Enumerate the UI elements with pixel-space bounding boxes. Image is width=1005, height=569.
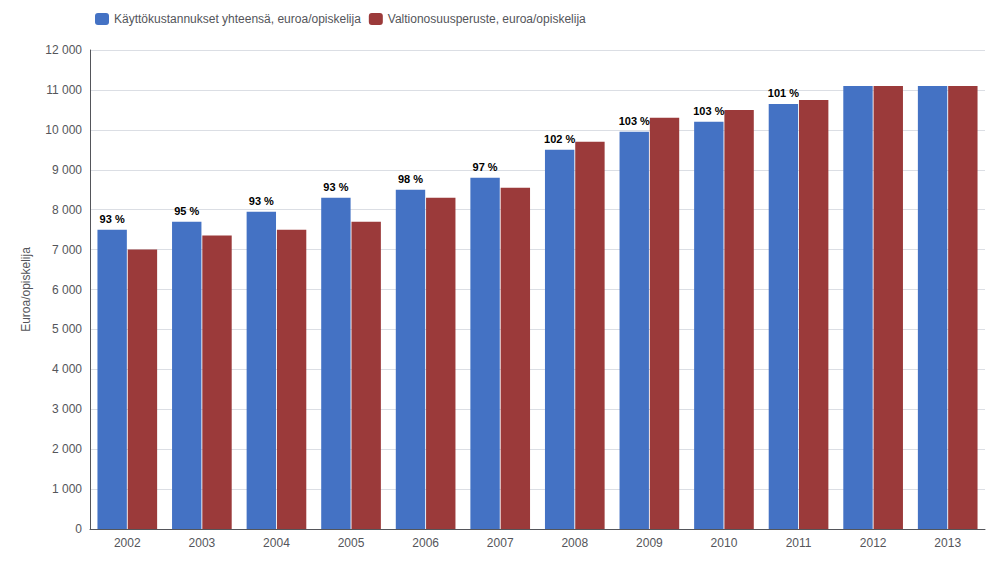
svg-text:3 000: 3 000 (52, 402, 82, 416)
svg-text:2005: 2005 (338, 536, 365, 550)
svg-text:2012: 2012 (860, 536, 887, 550)
svg-text:0: 0 (75, 522, 82, 536)
svg-text:2010: 2010 (711, 536, 738, 550)
svg-text:2004: 2004 (263, 536, 290, 550)
svg-text:1 000: 1 000 (52, 482, 82, 496)
svg-text:93 %: 93 % (323, 181, 348, 193)
svg-text:Valtionosuusperuste, euroa/opi: Valtionosuusperuste, euroa/opiskelija (388, 12, 586, 26)
svg-text:5 000: 5 000 (52, 322, 82, 336)
svg-text:97 %: 97 % (473, 161, 498, 173)
svg-text:93 %: 93 % (249, 195, 274, 207)
svg-text:12 000: 12 000 (45, 43, 82, 57)
svg-text:2002: 2002 (114, 536, 141, 550)
svg-text:95 %: 95 % (174, 205, 199, 217)
svg-text:10 000: 10 000 (45, 123, 82, 137)
svg-text:101 %: 101 % (768, 87, 799, 99)
svg-text:2006: 2006 (412, 536, 439, 550)
svg-text:2011: 2011 (786, 536, 812, 550)
svg-text:2007: 2007 (487, 536, 514, 550)
svg-text:98 %: 98 % (398, 173, 423, 185)
svg-text:2003: 2003 (189, 536, 216, 550)
svg-text:2013: 2013 (934, 536, 961, 550)
svg-text:2008: 2008 (561, 536, 588, 550)
svg-text:102 %: 102 % (544, 133, 575, 145)
svg-text:2009: 2009 (636, 536, 663, 550)
svg-text:11 000: 11 000 (46, 83, 82, 97)
svg-text:4 000: 4 000 (52, 362, 82, 376)
svg-text:9 000: 9 000 (52, 163, 82, 177)
svg-text:2 000: 2 000 (52, 442, 82, 456)
svg-text:8 000: 8 000 (52, 203, 82, 217)
svg-text:7 000: 7 000 (52, 243, 82, 257)
svg-text:103 %: 103 % (693, 105, 724, 117)
svg-text:103 %: 103 % (619, 115, 650, 127)
svg-text:Euroa/opiskelija: Euroa/opiskelija (19, 247, 33, 332)
svg-text:Käyttökustannukset yhteensä, e: Käyttökustannukset yhteensä, euroa/opisk… (114, 12, 361, 26)
svg-text:93 %: 93 % (100, 213, 125, 225)
svg-text:6 000: 6 000 (52, 283, 82, 297)
